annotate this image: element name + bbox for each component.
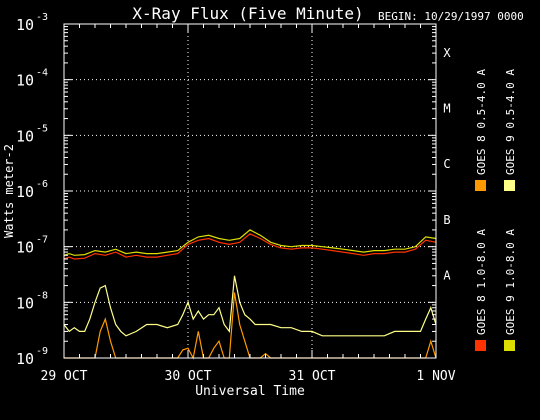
series-line-2 <box>63 229 437 256</box>
y-tick-label: 10 <box>16 183 34 201</box>
legend-swatch <box>504 340 515 351</box>
y-tick-label: 10 <box>16 72 34 90</box>
series-line-0 <box>63 233 437 260</box>
legend-label: GOES 9 0.5-4.0 A <box>504 69 517 175</box>
x-tick-label: 1 NOV <box>416 369 455 384</box>
x-tick-labels: 29 OCT 30 OCT 31 OCT 1 NOV <box>41 369 456 384</box>
y-tick-exponent: -4 <box>36 68 48 79</box>
axis-ticks <box>63 23 437 359</box>
grid-lines <box>64 24 436 358</box>
y-tick-exponent: -3 <box>36 12 48 23</box>
y-tick-exponent: -5 <box>36 123 48 134</box>
y-tick-exponent: -7 <box>36 235 48 246</box>
x-tick-label: 30 OCT <box>165 369 212 384</box>
flare-class-b: B <box>443 213 450 227</box>
flare-class-m: M <box>443 102 450 116</box>
y-tick-exponent: -9 <box>36 346 48 357</box>
y-tick-label: 10 <box>16 16 34 34</box>
legend-swatch <box>475 340 486 351</box>
x-axis-label: Universal Time <box>195 384 305 399</box>
chart-title: X-Ray Flux (Five Minute) <box>132 4 363 23</box>
x-tick-label: 29 OCT <box>41 369 88 384</box>
y-tick-label: 10 <box>16 239 34 257</box>
legend-label: GOES 8 0.5-4.0 A <box>475 69 488 175</box>
x-tick-label: 31 OCT <box>289 369 336 384</box>
begin-date-label: BEGIN: 10/29/1997 0000 <box>378 10 524 23</box>
flare-class-labels: A B C M X <box>443 46 451 283</box>
legend-label: GOES 9 1.0-8.0 A <box>504 229 517 335</box>
y-tick-label: 10 <box>16 127 34 145</box>
series-line-3 <box>63 275 437 337</box>
legend-label: GOES 8 1.0-8.0 A <box>475 229 488 335</box>
plot-series <box>63 229 437 360</box>
legend-swatch <box>475 180 486 191</box>
flare-class-c: C <box>443 157 450 171</box>
legend-swatch <box>504 180 515 191</box>
flare-class-x: X <box>443 46 451 60</box>
y-tick-exponent: -6 <box>36 179 48 190</box>
legend: GOES 8 1.0-8.0 A GOES 9 1.0-8.0 A GOES 8 0… <box>475 69 517 351</box>
y-tick-label: 10 <box>16 350 34 368</box>
y-tick-labels: 10-910-810-710-610-510-410-3 <box>16 12 48 368</box>
flare-class-a: A <box>443 269 451 283</box>
y-tick-label: 10 <box>16 294 34 312</box>
y-tick-exponent: -8 <box>36 290 48 301</box>
y-axis-label: Watts meter-2 <box>2 144 16 238</box>
